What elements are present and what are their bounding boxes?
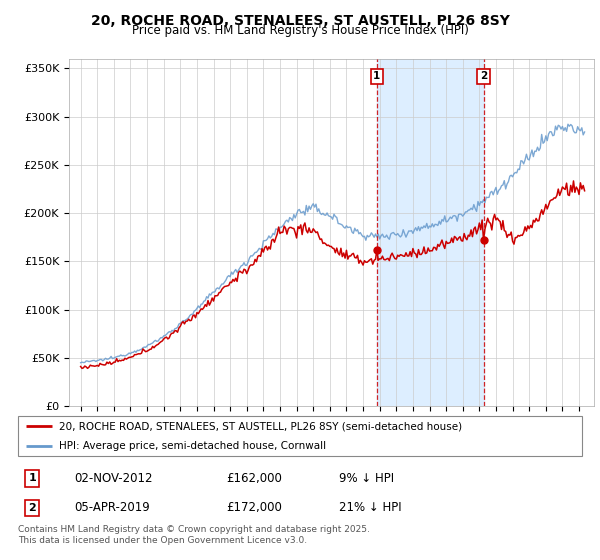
Text: £162,000: £162,000 [227,472,283,485]
Text: 9% ↓ HPI: 9% ↓ HPI [340,472,395,485]
Text: 1: 1 [373,71,380,81]
Text: Contains HM Land Registry data © Crown copyright and database right 2025.
This d: Contains HM Land Registry data © Crown c… [18,525,370,545]
Text: Price paid vs. HM Land Registry's House Price Index (HPI): Price paid vs. HM Land Registry's House … [131,24,469,37]
Text: 1: 1 [28,473,36,483]
Text: 05-APR-2019: 05-APR-2019 [74,501,150,515]
Text: 2: 2 [28,503,36,513]
Text: 20, ROCHE ROAD, STENALEES, ST AUSTELL, PL26 8SY: 20, ROCHE ROAD, STENALEES, ST AUSTELL, P… [91,14,509,28]
Text: HPI: Average price, semi-detached house, Cornwall: HPI: Average price, semi-detached house,… [59,441,326,451]
Text: 02-NOV-2012: 02-NOV-2012 [74,472,153,485]
Text: 2: 2 [480,71,487,81]
Bar [377,59,484,406]
Text: £172,000: £172,000 [227,501,283,515]
FancyBboxPatch shape [18,416,582,456]
Text: 20, ROCHE ROAD, STENALEES, ST AUSTELL, PL26 8SY (semi-detached house): 20, ROCHE ROAD, STENALEES, ST AUSTELL, P… [59,421,462,431]
Text: 21% ↓ HPI: 21% ↓ HPI [340,501,402,515]
